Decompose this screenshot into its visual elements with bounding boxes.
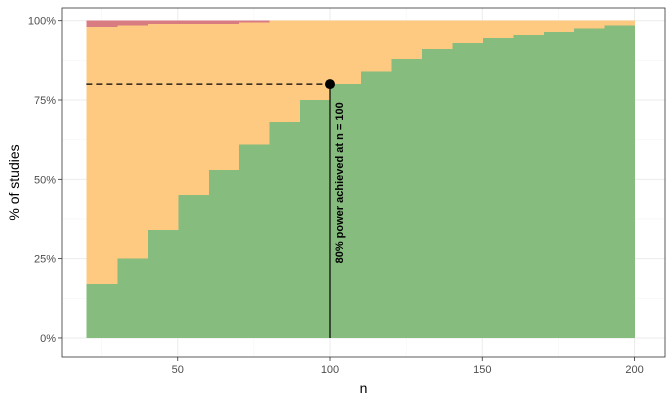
area-red-step [177,20,209,24]
area-orange-step [238,22,270,145]
area-green-step [238,144,270,338]
area-green-step [86,284,118,338]
area-orange-step [421,20,453,50]
y-tick-label: 0% [40,333,56,345]
annotation-point [325,79,335,90]
area-green-step [604,25,636,338]
area-orange-step [208,23,240,170]
area-green-step [299,100,331,338]
area-orange-step [269,20,301,123]
area-green-step [421,49,453,338]
y-tick-label: 50% [34,174,56,186]
area-green-step [573,28,605,338]
area-orange-step [177,23,209,196]
area-green-step [482,38,514,338]
area-green-step [543,31,575,338]
area-orange-step [330,20,362,85]
y-tick-label: 25% [34,254,56,266]
area-orange-step [482,20,514,39]
area-orange-step [147,23,179,231]
x-axis: 50 100 150 200 [172,357,644,376]
area-red-step [238,20,270,23]
annotation: 80% power achieved at n = 100 [86,79,346,338]
area-orange-step [116,25,148,259]
area-red-step [116,20,148,26]
area-red-step [147,20,179,24]
area-green-step [208,169,240,338]
area-green-step [177,195,209,338]
area-orange-step [512,20,544,35]
y-axis: 0% 25% 50% 75% 100% [28,16,62,345]
annotation-label: 80% power achieved at n = 100 [334,102,346,263]
stacked-areas [86,20,636,338]
y-axis-title: % of studies [6,144,22,220]
area-green-step [269,122,301,338]
area-green-step [360,71,392,338]
area-green-step [512,34,544,338]
area-red-step [208,20,240,24]
x-axis-title: n [360,380,368,396]
x-tick-label: 150 [473,364,491,376]
area-orange-step [573,20,605,29]
area-orange-step [299,20,331,101]
area-orange-step [360,20,392,72]
x-tick-label: 200 [625,364,643,376]
panel-border [61,7,666,358]
y-tick-label: 75% [34,95,56,107]
x-tick-label: 100 [321,364,339,376]
area-orange-step [390,20,422,59]
area-green-step [451,42,483,338]
area-orange-step [451,20,483,43]
area-orange-step [543,20,575,32]
area-orange-step [604,20,636,26]
area-red-step [86,20,118,28]
x-tick-label: 50 [172,364,184,376]
area-green-step [330,84,362,338]
area-green-step [116,258,148,338]
y-tick-label: 100% [28,16,56,28]
area-orange-step [86,27,118,285]
area-green-step [390,58,422,338]
area-green-step [147,230,179,338]
